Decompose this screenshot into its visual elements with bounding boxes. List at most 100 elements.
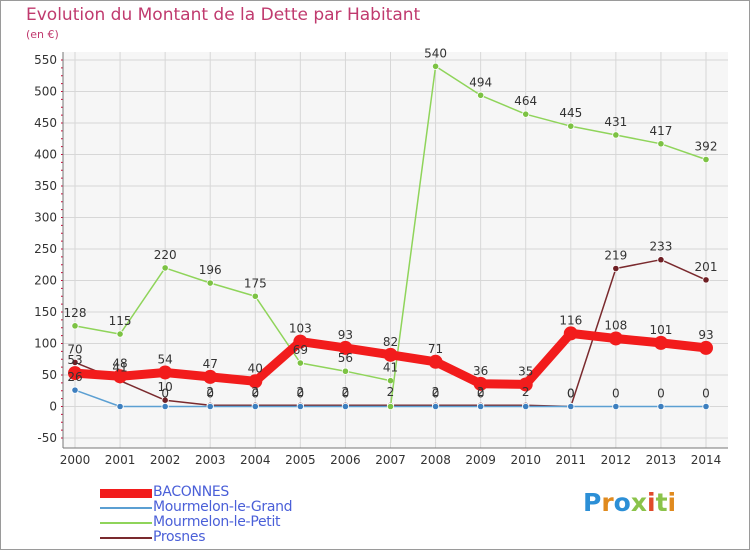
logo-letter: i: [647, 488, 656, 517]
data-label: 93: [698, 328, 713, 342]
y-tick-label: 350: [34, 179, 57, 193]
data-label: 128: [64, 306, 87, 320]
plot-area: [63, 52, 728, 448]
y-tick-label: 550: [34, 53, 57, 67]
data-point: [657, 140, 665, 148]
data-label: 10: [158, 380, 173, 394]
series-baconnes: [68, 326, 713, 392]
x-tick-label: 2001: [105, 453, 136, 467]
y-tick-label: 300: [34, 211, 57, 225]
data-label: 431: [604, 115, 627, 129]
data-label: 0: [657, 387, 665, 401]
data-point: [702, 276, 710, 284]
data-label: 0: [612, 387, 620, 401]
data-point: [608, 331, 623, 346]
y-tick-label: 250: [34, 242, 57, 256]
legend-item-mourmelon-le-petit: Mourmelon-le-Petit: [100, 514, 360, 531]
data-label: 69: [293, 343, 308, 357]
logo-letter: P: [583, 488, 602, 517]
x-tick-label: 2007: [375, 453, 406, 467]
x-tick-label: 2008: [420, 453, 451, 467]
data-label: 54: [158, 352, 173, 366]
data-point: [473, 376, 488, 391]
data-point: [477, 91, 485, 99]
x-tick-label: 2012: [601, 453, 632, 467]
x-tick-label: 2005: [285, 453, 316, 467]
series-line: [389, 65, 707, 408]
y-tick-label: -50: [37, 431, 57, 445]
y-tick-label: 100: [34, 337, 57, 351]
x-tick-label: 2006: [330, 453, 361, 467]
data-label: 36: [473, 364, 488, 378]
x-tick-label: 2002: [150, 453, 181, 467]
x-tick-label: 2000: [60, 453, 91, 467]
data-label: 445: [559, 106, 582, 120]
data-point: [338, 340, 353, 355]
logo-letter: x: [630, 488, 647, 517]
data-point: [71, 386, 79, 394]
logo-letter: r: [601, 488, 614, 517]
legend-label: BACONNES: [153, 484, 230, 500]
data-point: [161, 402, 169, 411]
data-label: 233: [649, 240, 672, 254]
chart-unit-label: (en €): [26, 28, 59, 41]
data-point: [251, 402, 259, 411]
data-point: [563, 326, 578, 341]
data-point: [612, 402, 620, 411]
x-tick-label: 2011: [556, 453, 587, 467]
data-label: 82: [383, 335, 398, 349]
data-point: [296, 359, 304, 367]
data-label: 464: [514, 94, 537, 108]
data-point: [161, 264, 169, 272]
data-label: 220: [154, 248, 177, 262]
data-label: 53: [67, 353, 82, 367]
legend-item-prosnes: Prosnes: [100, 529, 360, 546]
logo-letter: t: [655, 488, 668, 517]
data-label: 70: [67, 342, 82, 356]
data-point: [567, 122, 575, 130]
x-tick-label: 2014: [691, 453, 722, 467]
y-tick-label: 200: [34, 274, 57, 288]
data-point: [293, 334, 308, 349]
x-tick-label: 2009: [465, 453, 496, 467]
data-label: 0: [342, 387, 350, 401]
data-point: [383, 347, 398, 362]
data-label: 2: [251, 385, 259, 399]
data-label: 417: [649, 124, 672, 138]
data-label: 0: [567, 387, 575, 401]
y-tick-label: 150: [34, 305, 57, 319]
data-point: [612, 264, 620, 273]
x-tick-label: 2004: [240, 453, 271, 467]
data-label: 175: [244, 276, 267, 290]
data-point: [657, 402, 665, 411]
data-point: [203, 369, 218, 384]
data-label: 0: [251, 387, 259, 401]
data-label: 56: [338, 351, 353, 365]
data-label: 2: [387, 385, 395, 399]
legend-label: Mourmelon-le-Petit: [153, 514, 281, 530]
data-label: 41: [112, 361, 127, 375]
x-tick-label: 2013: [646, 453, 677, 467]
data-point: [206, 279, 214, 287]
data-label: 0: [297, 387, 305, 401]
data-point: [518, 377, 533, 392]
data-point: [428, 354, 443, 369]
data-label: 219: [604, 249, 627, 263]
data-label: 2: [297, 385, 305, 399]
data-label: 2: [432, 385, 440, 399]
data-label: 392: [695, 140, 718, 154]
data-point: [341, 367, 350, 375]
data-label: 35: [518, 364, 533, 378]
legend-label: Prosnes: [153, 529, 206, 545]
data-label: 0: [206, 387, 214, 401]
data-label: 0: [567, 387, 575, 401]
data-label: 47: [203, 357, 218, 371]
data-point: [657, 256, 665, 264]
data-point: [158, 365, 173, 380]
y-tick-label: 50: [42, 368, 57, 382]
data-point: [386, 402, 395, 411]
y-tick-label: 0: [49, 400, 57, 414]
legend-swatch: [100, 537, 152, 539]
data-point: [431, 62, 440, 70]
